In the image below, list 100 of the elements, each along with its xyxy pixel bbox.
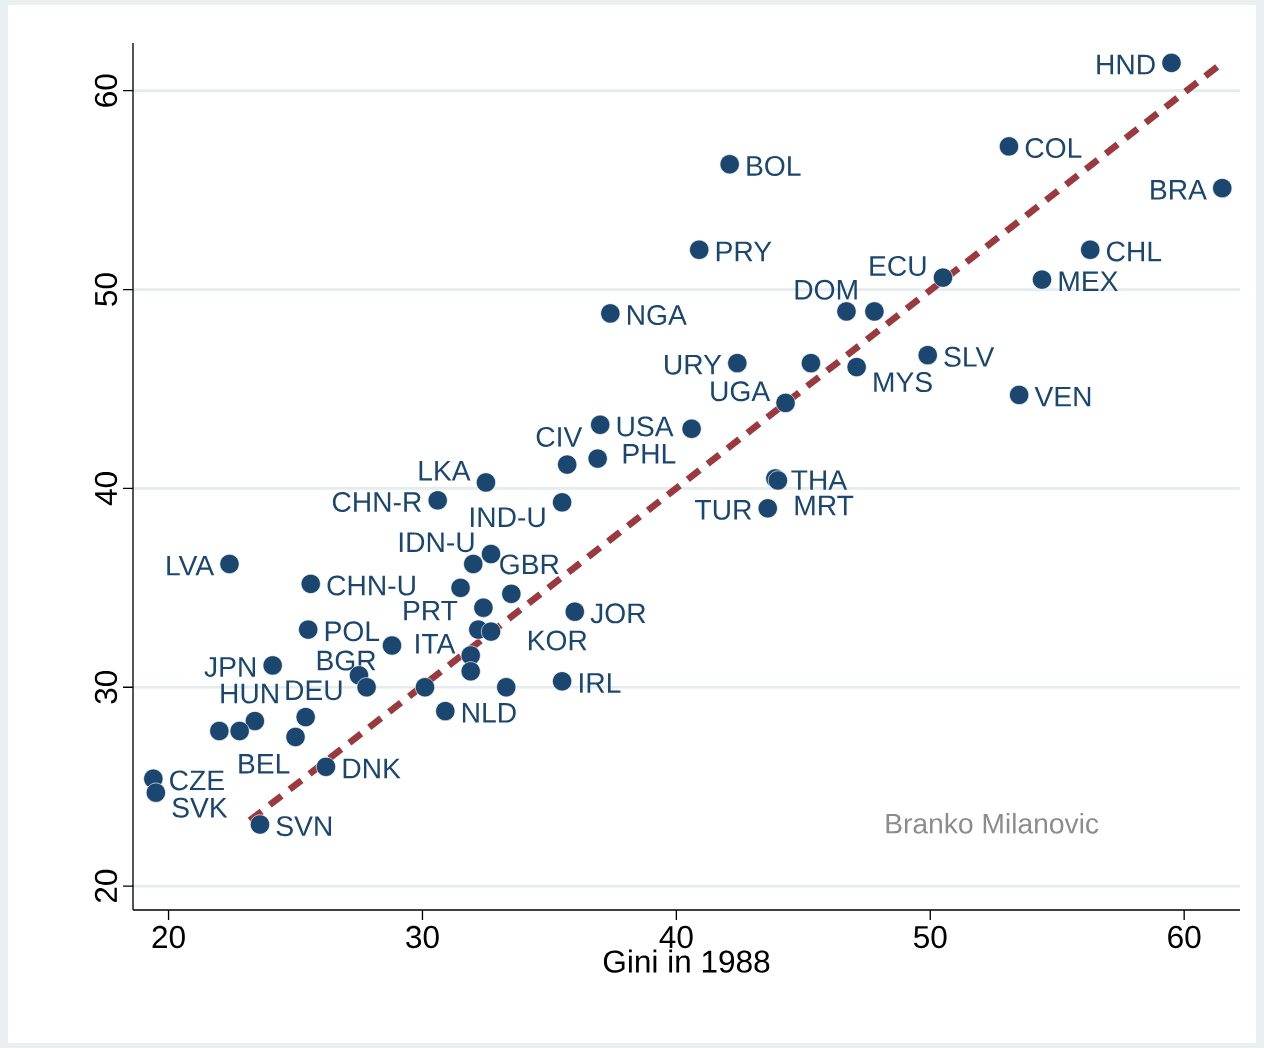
annotation: CIV: [536, 426, 583, 447]
point: [295, 707, 316, 728]
point: [450, 577, 471, 598]
point: [427, 490, 448, 511]
point: [463, 553, 484, 574]
annotation: CHN-R: [332, 492, 422, 513]
annotation: CHL: [1106, 241, 1162, 262]
point: [219, 553, 240, 574]
annotation: PRY: [716, 241, 772, 262]
point: [681, 418, 702, 439]
annotation: MRT: [795, 495, 854, 516]
x-tick-label: 40: [659, 925, 693, 949]
annotation: ITA: [416, 634, 456, 654]
point: [846, 357, 867, 378]
point: [552, 492, 573, 513]
point: [600, 303, 621, 324]
point: [727, 353, 748, 374]
annotation: GBR: [500, 554, 559, 575]
annotation: LKA: [419, 461, 471, 481]
annotation: Branko Milanovic: [886, 812, 1099, 834]
point: [1161, 52, 1182, 73]
y-tick-label: 50: [94, 273, 118, 306]
annotation: DNK: [343, 758, 401, 779]
point: [414, 677, 435, 698]
y-tick-label: 60: [94, 74, 118, 107]
x-axis-title: Gini in 1988: [603, 949, 770, 973]
annotation: NLD: [462, 703, 516, 723]
annotation: BRA: [1151, 180, 1207, 200]
point: [552, 671, 573, 692]
point: [315, 756, 336, 777]
annotation: BGR: [317, 650, 376, 671]
point: [501, 583, 522, 604]
point: [564, 601, 585, 622]
annotation: DOM: [795, 279, 857, 300]
annotation: USA: [617, 416, 674, 437]
point: [719, 154, 740, 175]
annotation: MYS: [874, 372, 932, 393]
annotation: PHL: [623, 444, 676, 464]
point: [473, 597, 494, 618]
point: [587, 448, 608, 469]
annotation: CHN-U: [327, 575, 415, 596]
point: [244, 711, 265, 732]
point: [356, 677, 377, 698]
point: [757, 498, 778, 519]
point: [285, 726, 306, 747]
point: [460, 645, 481, 666]
point: [249, 814, 270, 835]
point: [689, 239, 710, 260]
annotation: PRT: [404, 600, 458, 621]
annotation: SLV: [944, 346, 995, 367]
annotation: JOR: [590, 603, 646, 624]
annotation: SVN: [276, 816, 332, 837]
point: [460, 661, 481, 682]
annotation: HND: [1097, 54, 1155, 75]
point: [435, 701, 456, 722]
annotation: CZE: [170, 770, 224, 791]
point: [145, 782, 166, 803]
point: [1031, 269, 1052, 290]
x-tick-label: 50: [913, 925, 947, 949]
x-tick-label: 30: [406, 925, 439, 949]
point: [298, 619, 319, 640]
point: [998, 136, 1019, 157]
point: [496, 677, 517, 698]
annotation: ECU: [870, 255, 926, 276]
point: [300, 573, 321, 594]
point: [1080, 239, 1101, 260]
annotation: DEU: [286, 680, 342, 701]
y-tick-label: 30: [94, 670, 118, 704]
annotation: LVA: [167, 555, 215, 576]
annotation: JPN: [204, 657, 256, 677]
x-tick-label: 60: [1168, 925, 1201, 949]
point: [932, 267, 953, 288]
annotation: BOL: [747, 155, 801, 176]
y-tick-label: 20: [94, 869, 118, 903]
point: [864, 301, 885, 322]
annotation: HUN: [221, 683, 278, 704]
point: [229, 721, 250, 742]
annotation: COL: [1025, 138, 1082, 159]
point: [481, 544, 502, 565]
annotation: VEN: [1034, 386, 1091, 407]
point: [381, 635, 402, 656]
point: [836, 301, 857, 322]
annotation: BEL: [239, 754, 290, 774]
annotation: IND-U: [470, 507, 545, 528]
point: [917, 345, 938, 366]
annotation: THA: [791, 470, 848, 490]
annotation: IDN-U: [399, 532, 474, 553]
point: [557, 454, 578, 475]
point: [262, 655, 283, 676]
point: [1009, 384, 1030, 405]
point: [800, 353, 821, 374]
annotation: TUR: [695, 500, 752, 520]
annotation: MEX: [1059, 271, 1118, 291]
point: [590, 414, 611, 435]
annotation: NGA: [628, 305, 687, 326]
point: [481, 621, 502, 642]
annotation: UGA: [711, 381, 771, 402]
x-tick-label: 20: [152, 925, 185, 949]
annotation: POL: [325, 621, 380, 642]
point: [775, 392, 796, 413]
